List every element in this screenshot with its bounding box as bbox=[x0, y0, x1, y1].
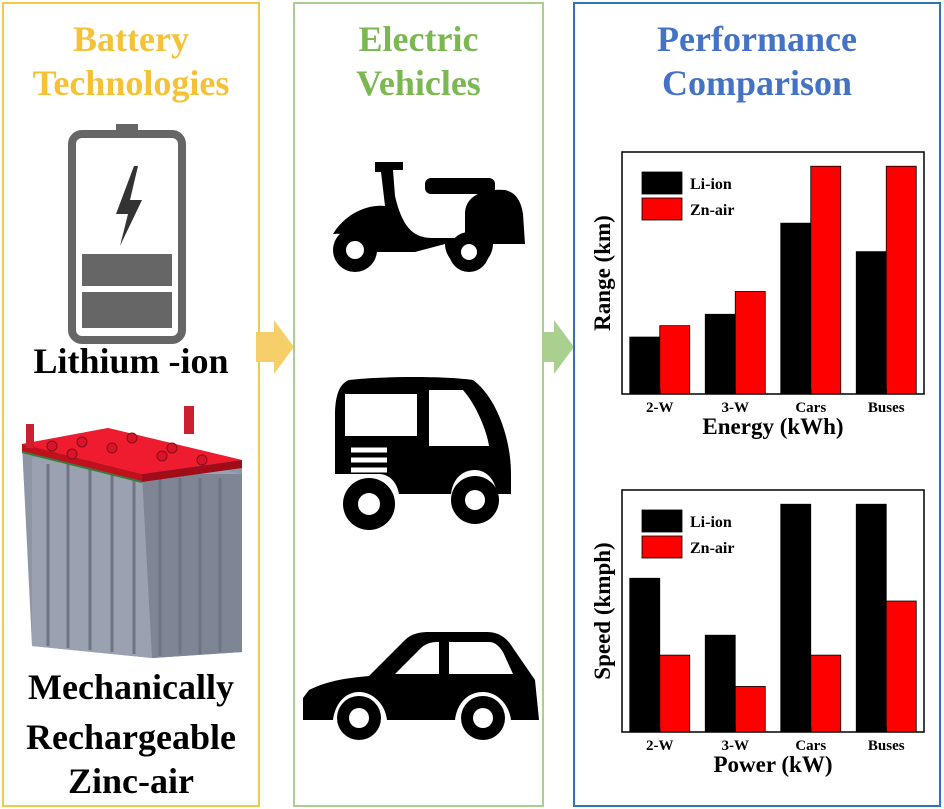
arrow-right-icon bbox=[256, 320, 294, 374]
zinc-air-label-line2: Rechargeable bbox=[26, 717, 236, 757]
arrow-right-icon bbox=[536, 320, 574, 374]
performance-panel-title-line2: Comparison bbox=[661, 63, 853, 103]
bar-li-ion-buses bbox=[855, 251, 887, 395]
x-tick-label: 3-W bbox=[722, 400, 750, 416]
zinc-air-label-line1: Mechanically bbox=[28, 667, 234, 707]
x-tick-label: 2-W bbox=[646, 400, 674, 416]
plot-frame bbox=[621, 489, 925, 733]
legend-label: Li-ion bbox=[690, 514, 732, 531]
electric-vehicles-panel: Electric Vehicles bbox=[293, 2, 544, 807]
bar-li-ion-cars bbox=[780, 503, 812, 733]
lithium-battery-icon bbox=[68, 124, 186, 344]
x-tick-label: 3-W bbox=[722, 738, 750, 754]
bar-li-ion-3-w bbox=[704, 634, 736, 733]
legend-label: Zn-air bbox=[690, 540, 734, 557]
x-tick-label: Cars bbox=[795, 738, 826, 754]
bar-zn-air-2-w bbox=[659, 654, 691, 733]
plot-frame bbox=[621, 151, 925, 395]
legend-label: Zn-air bbox=[690, 202, 734, 219]
legend-label: Li-ion bbox=[690, 176, 732, 193]
battery-technologies-panel: Battery Technologies Lithium -ion bbox=[2, 2, 260, 807]
x-tick-label: Buses bbox=[868, 738, 905, 754]
bar-zn-air-cars bbox=[810, 165, 842, 395]
battery-panel-title-line2: Technologies bbox=[32, 63, 230, 103]
bar-li-ion-cars bbox=[780, 222, 812, 395]
x-tick-label: Buses bbox=[868, 400, 905, 416]
battery-panel-title-line1: Battery bbox=[73, 19, 189, 59]
bar-li-ion-2-w bbox=[629, 336, 661, 395]
bar-zn-air-2-w bbox=[659, 325, 691, 395]
y-axis-label: Range (km) bbox=[590, 215, 615, 331]
bar-li-ion-2-w bbox=[629, 577, 661, 733]
bar-zn-air-buses bbox=[885, 165, 917, 395]
x-tick-label: Cars bbox=[795, 400, 826, 416]
range-vs-energy-chart: 2-W 3-W Cars Buses Energy (kWh) Range (km) Li-… bbox=[590, 151, 925, 439]
speed-vs-power-chart: 2-W 3-W Cars Buses Power (kW) Speed (kmph) Li-… bbox=[590, 489, 925, 777]
performance-panel-title-line1: Performance bbox=[657, 19, 857, 59]
ev-panel-title-line1: Electric bbox=[358, 19, 479, 59]
x-axis-label: Energy (kWh) bbox=[702, 414, 843, 439]
legend-swatch-zn-air bbox=[641, 535, 683, 559]
x-tick-label: 2-W bbox=[646, 738, 674, 754]
bar-zn-air-3-w bbox=[734, 291, 766, 395]
scooter-icon bbox=[333, 162, 525, 272]
bar-li-ion-3-w bbox=[704, 313, 736, 395]
legend-swatch-li-ion bbox=[641, 171, 683, 195]
legend-swatch-li-ion bbox=[641, 509, 683, 533]
auto-rickshaw-icon bbox=[335, 377, 511, 530]
bar-zn-air-buses bbox=[885, 600, 917, 733]
x-axis-label: Power (kW) bbox=[713, 752, 832, 777]
car-icon bbox=[303, 632, 539, 740]
bar-zn-air-3-w bbox=[734, 686, 766, 733]
ev-panel-title-line2: Vehicles bbox=[356, 63, 481, 103]
lithium-ion-label: Lithium -ion bbox=[33, 341, 229, 381]
bar-zn-air-cars bbox=[810, 654, 842, 733]
bar-li-ion-buses bbox=[855, 503, 887, 733]
legend-swatch-zn-air bbox=[641, 197, 683, 221]
zinc-air-label-line3: Zinc-air bbox=[68, 761, 194, 801]
zinc-air-battery-pack-icon bbox=[21, 406, 242, 658]
y-axis-label: Speed (kmph) bbox=[590, 542, 615, 679]
